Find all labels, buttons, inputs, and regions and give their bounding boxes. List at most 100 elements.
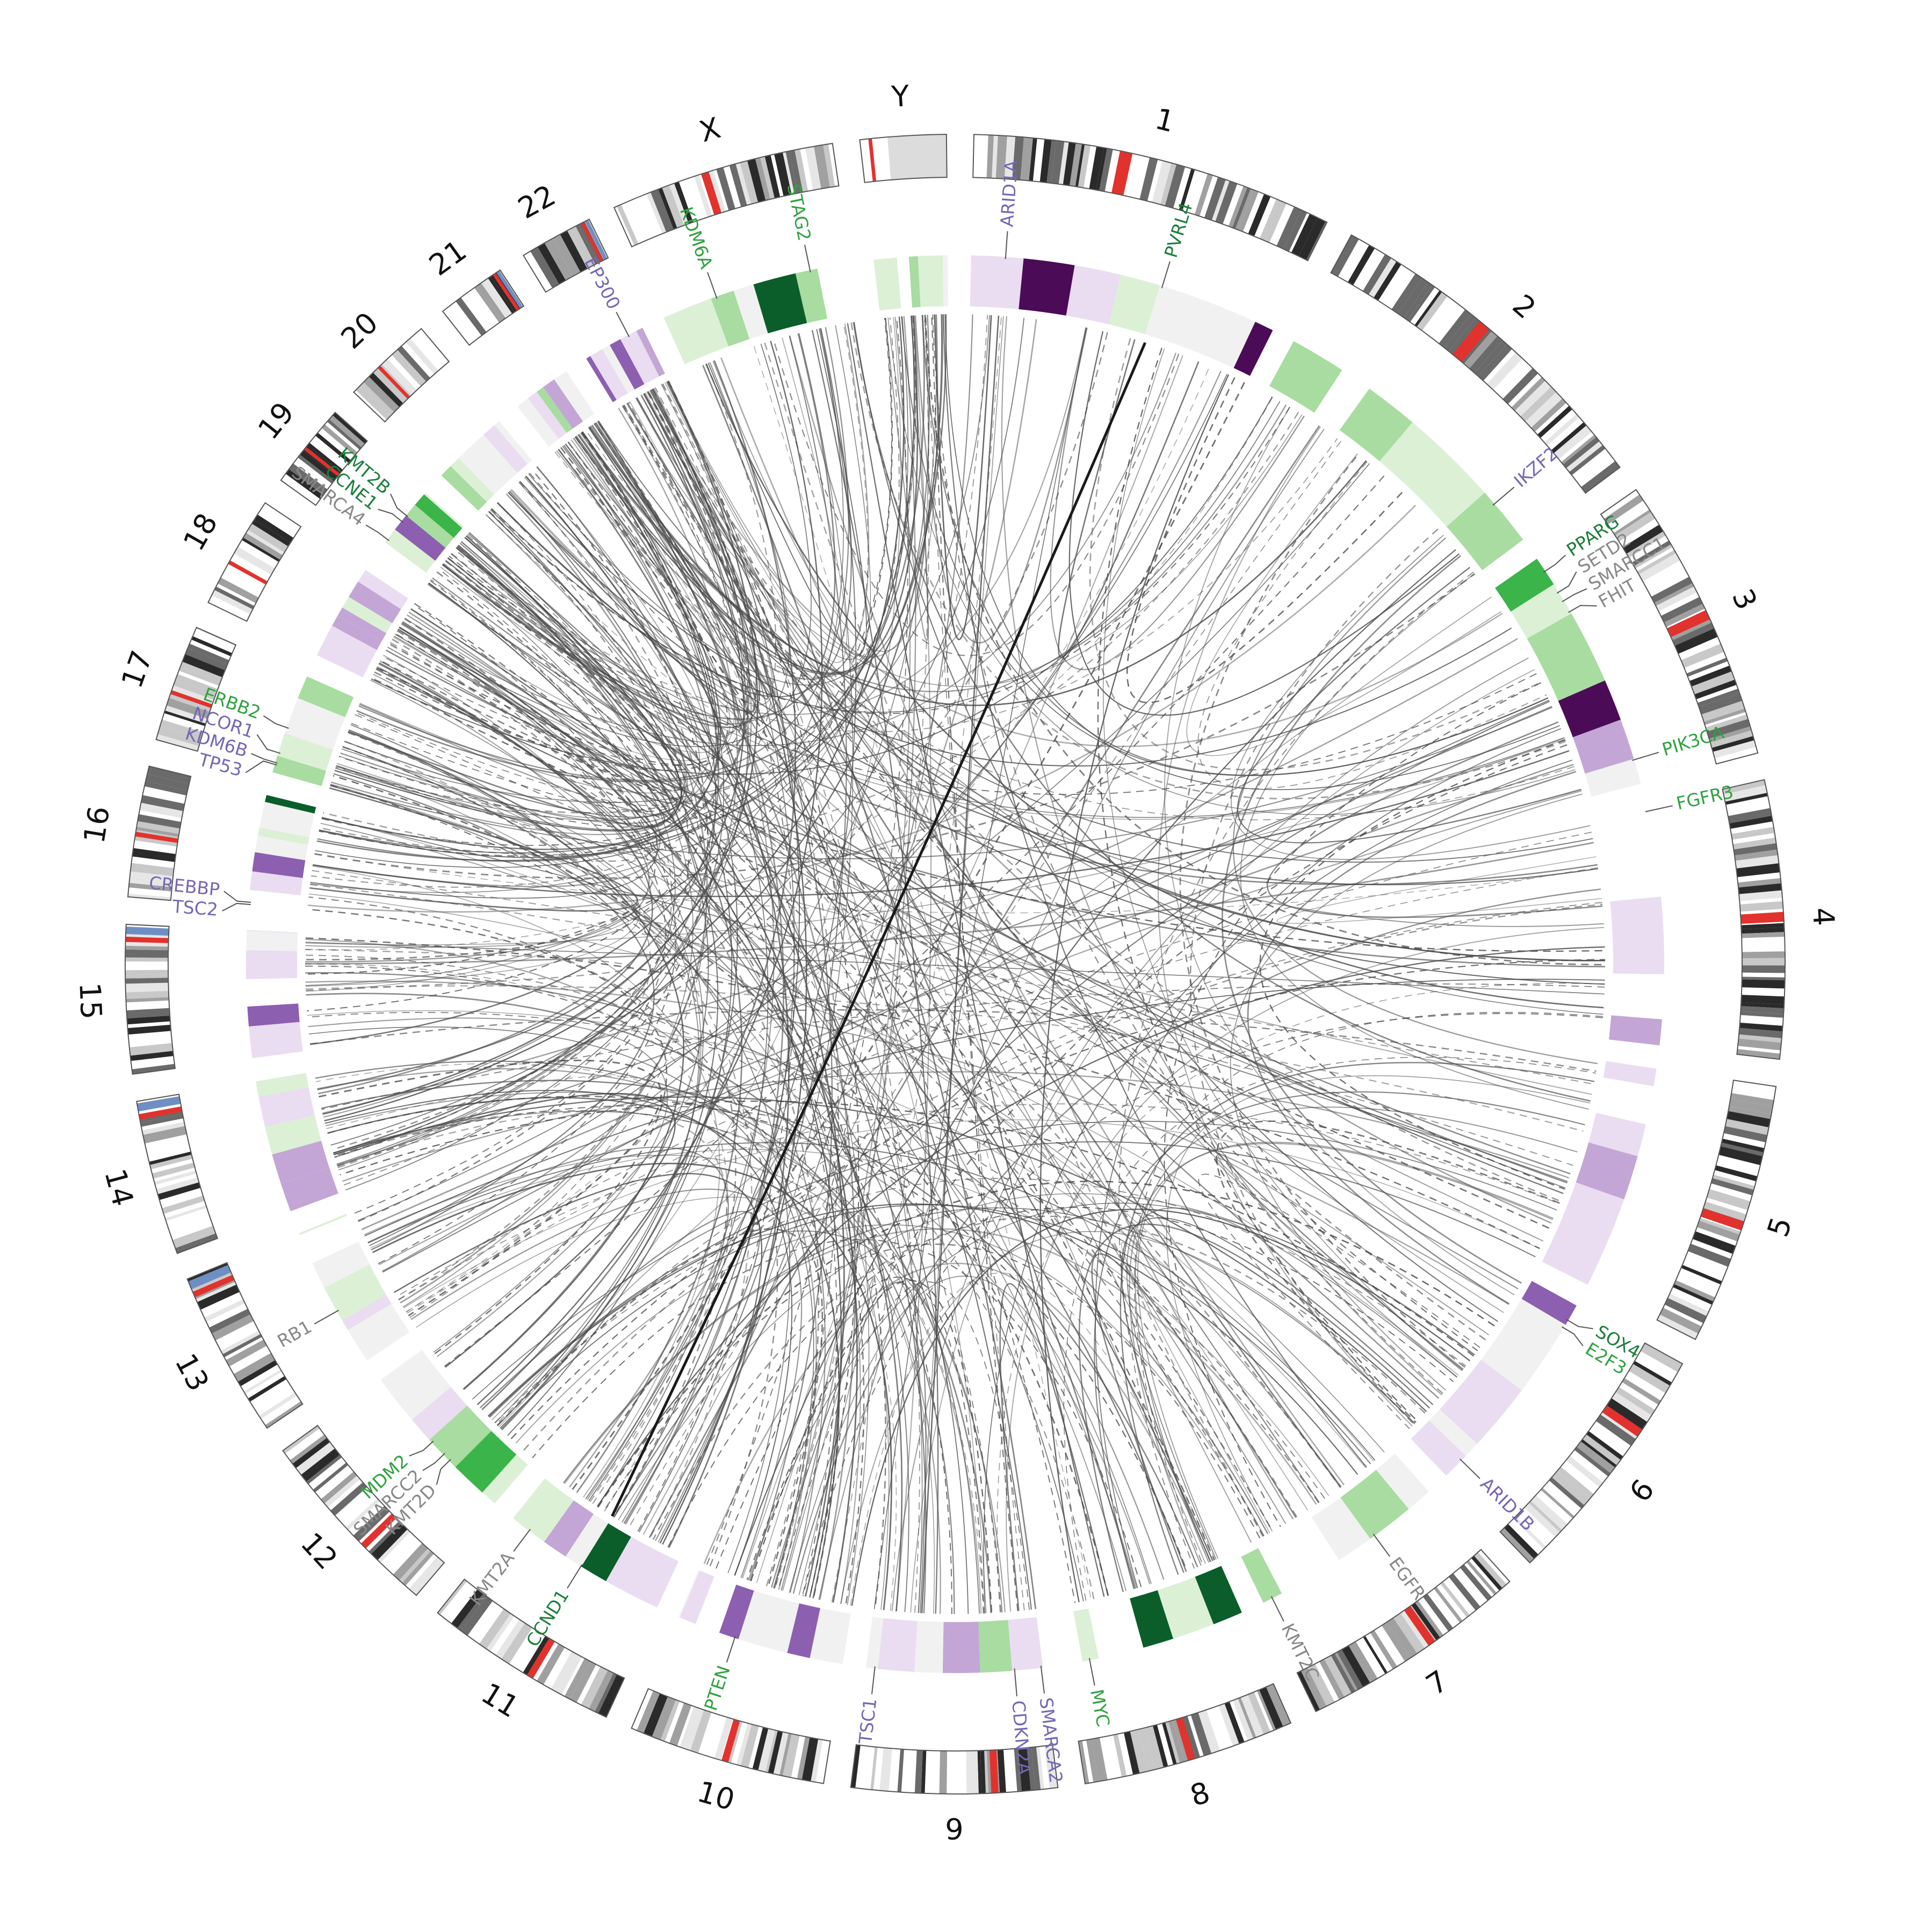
- cnv-segment: [1511, 584, 1572, 639]
- band: [1448, 1573, 1480, 1611]
- cnv-segment: [1542, 1216, 1610, 1284]
- band: [330, 1482, 367, 1516]
- band: [1368, 258, 1397, 298]
- sv-link: [782, 1278, 874, 1595]
- band: [1018, 1747, 1031, 1792]
- band: [1448, 317, 1482, 356]
- cnv-segment: [1376, 1453, 1429, 1509]
- sv-link: [367, 1146, 729, 1500]
- sv-link: [327, 1096, 1188, 1572]
- sv-link: [914, 315, 1088, 644]
- sv-link: [447, 558, 1565, 820]
- sv-link: [921, 315, 1000, 1613]
- cnv-segment: [622, 1545, 679, 1608]
- sv-link: [563, 422, 769, 700]
- chromosome-1-outline: [972, 134, 1328, 262]
- band: [1466, 1560, 1497, 1595]
- cnv-segment: [528, 392, 567, 439]
- sv-link: [1247, 771, 1577, 1305]
- band: [595, 1673, 617, 1713]
- band: [1168, 1720, 1185, 1763]
- band: [165, 1205, 207, 1221]
- band: [1738, 1034, 1782, 1043]
- band: [393, 1543, 428, 1581]
- band: [921, 1750, 927, 1793]
- centromere: [139, 1106, 182, 1120]
- cnv-segment: [415, 494, 463, 538]
- band: [126, 1008, 170, 1019]
- cnv-segment: [285, 711, 341, 750]
- sv-link: [528, 316, 908, 686]
- chromosome-11-outline: [437, 1578, 625, 1718]
- band: [1739, 901, 1783, 912]
- sv-link: [319, 434, 719, 858]
- cnv-segment: [521, 1484, 574, 1542]
- centromere: [868, 138, 877, 182]
- band: [242, 537, 280, 562]
- sv-link: [382, 371, 1222, 1272]
- centromere: [1175, 1717, 1195, 1761]
- band: [1411, 1602, 1440, 1640]
- sv-link: [319, 391, 749, 857]
- chromosome-10: [631, 1688, 831, 1784]
- sv-link: [1232, 537, 1598, 1065]
- band: [173, 680, 216, 700]
- band: [248, 1376, 287, 1402]
- centromere: [360, 1513, 396, 1549]
- band: [1414, 290, 1442, 327]
- centromere: [526, 1638, 555, 1679]
- band: [1659, 1307, 1702, 1334]
- band: [1363, 1636, 1388, 1674]
- band: [1070, 143, 1082, 187]
- sv-link: [1058, 339, 1200, 659]
- sv-link: [596, 946, 1605, 1507]
- band: [646, 192, 667, 234]
- cnv-segment: [1446, 493, 1507, 551]
- cnv-segment: [627, 331, 660, 381]
- sv-link: [525, 475, 845, 1597]
- sv-link: [330, 784, 1165, 1580]
- band: [560, 230, 588, 272]
- band: [1707, 1189, 1751, 1211]
- sv-link: [1216, 1120, 1560, 1423]
- band: [897, 1749, 904, 1792]
- band: [1606, 1398, 1648, 1430]
- band: [1160, 163, 1177, 206]
- sv-link: [1276, 856, 1602, 924]
- sv-link: [1039, 374, 1230, 1603]
- band: [1386, 1617, 1418, 1659]
- sv-link: [409, 502, 707, 1318]
- sv-link: [703, 1262, 1211, 1564]
- band: [136, 827, 179, 837]
- chromosome-12-outline: [282, 1424, 445, 1596]
- chromosome-X: [613, 142, 840, 248]
- band: [1738, 1038, 1782, 1051]
- band: [736, 1723, 752, 1766]
- sv-link: [342, 315, 990, 803]
- band: [1737, 1049, 1780, 1060]
- sv-link: [638, 335, 847, 1532]
- gene-name: TSC1: [855, 1697, 881, 1746]
- band: [157, 1182, 201, 1200]
- band: [381, 361, 415, 395]
- band: [1224, 1702, 1245, 1744]
- sv-link: [398, 1103, 1560, 1300]
- band: [1439, 309, 1471, 348]
- band: [411, 1558, 444, 1596]
- cnv-segment: [482, 1454, 528, 1504]
- sv-link: [305, 842, 1594, 965]
- band: [126, 997, 169, 1003]
- sv-link: [322, 381, 759, 1115]
- sv-link: [308, 1017, 668, 1357]
- sv-link: [853, 322, 1499, 1322]
- band: [1692, 1231, 1736, 1254]
- sv-link: [887, 317, 1576, 815]
- band: [774, 152, 792, 197]
- band: [914, 1750, 923, 1793]
- chromosome-21: [442, 269, 525, 346]
- cnv-segment: [695, 298, 729, 352]
- band: [1138, 1727, 1155, 1771]
- sv-link: [321, 1080, 1198, 1568]
- band: [1706, 714, 1749, 732]
